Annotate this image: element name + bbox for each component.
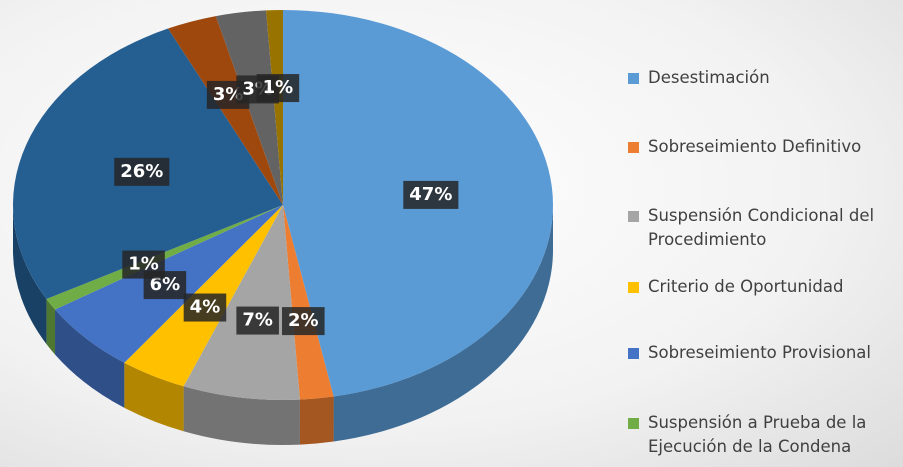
legend-label: Desestimación xyxy=(648,68,770,87)
pie-slice xyxy=(183,205,300,400)
pie-slice xyxy=(283,205,334,400)
data-label-text: 6% xyxy=(150,274,181,295)
legend-item: Desestimación xyxy=(628,66,898,90)
data-label-text: 47% xyxy=(409,184,452,205)
legend-label: Suspensión a Prueba de la Ejecución de l… xyxy=(648,413,867,456)
legend-label: Sobreseimiento Definitivo xyxy=(648,137,862,156)
data-label: 26% xyxy=(114,157,170,186)
pie-side xyxy=(13,205,47,344)
legend-swatch xyxy=(628,348,639,359)
data-label-box xyxy=(256,74,300,103)
pie-side-shade xyxy=(55,309,125,408)
pie-side xyxy=(124,362,184,432)
data-label: 4% xyxy=(183,293,227,322)
pie-side-shade xyxy=(333,205,553,442)
legend-label: Sobreseimiento Provisional xyxy=(648,343,871,362)
pie-slice xyxy=(168,16,283,206)
legend-item: Suspensión a Prueba de la Ejecución de l… xyxy=(628,411,898,459)
data-label: 6% xyxy=(143,271,187,300)
pie-slice xyxy=(266,10,283,205)
legend-swatch xyxy=(628,282,639,293)
legend-item: Suspensión Condicional del Procedimiento xyxy=(628,204,898,252)
data-label-box xyxy=(122,250,165,279)
pie-side-shade xyxy=(183,386,300,446)
data-label-text: 7% xyxy=(242,310,273,331)
pie-side xyxy=(46,298,56,355)
data-label-box xyxy=(403,180,459,209)
pie-side xyxy=(183,386,300,446)
data-label-box xyxy=(282,307,325,336)
legend-item: Criterio de Oportunidad xyxy=(628,275,898,299)
legend-label: Suspensión Condicional del Procedimiento xyxy=(648,206,875,249)
data-label-text: 26% xyxy=(120,161,163,182)
pie-side xyxy=(333,205,553,442)
data-label-text: 2% xyxy=(288,310,319,331)
data-label-text: 3% xyxy=(213,84,244,105)
pie-side-shade xyxy=(299,396,334,445)
pie-side-shade xyxy=(13,205,47,344)
pie-side-shade xyxy=(46,298,56,355)
legend-swatch xyxy=(628,418,639,429)
data-label: 1% xyxy=(256,74,300,103)
pie-side-shade xyxy=(124,362,184,432)
pie-slice xyxy=(215,10,283,206)
legend-label: Criterio de Oportunidad xyxy=(648,277,844,296)
data-label-text: 4% xyxy=(190,297,221,318)
legend-swatch xyxy=(628,73,639,84)
pie-side xyxy=(55,309,125,408)
pie-side xyxy=(299,396,334,445)
data-label: 47% xyxy=(403,180,459,209)
data-label-box xyxy=(236,306,279,335)
legend-item: Sobreseimiento Definitivo xyxy=(628,135,898,159)
data-label-box xyxy=(114,157,170,186)
legend-item: Sobreseimiento Provisional xyxy=(628,341,898,365)
legend-swatch xyxy=(628,142,639,153)
data-label-text: 1% xyxy=(128,254,159,275)
data-label: 7% xyxy=(236,306,279,335)
data-label: 2% xyxy=(282,307,325,336)
data-label-text: 1% xyxy=(263,77,294,98)
legend-swatch xyxy=(628,211,639,222)
data-label: 1% xyxy=(122,250,165,279)
data-label-box xyxy=(183,293,227,322)
